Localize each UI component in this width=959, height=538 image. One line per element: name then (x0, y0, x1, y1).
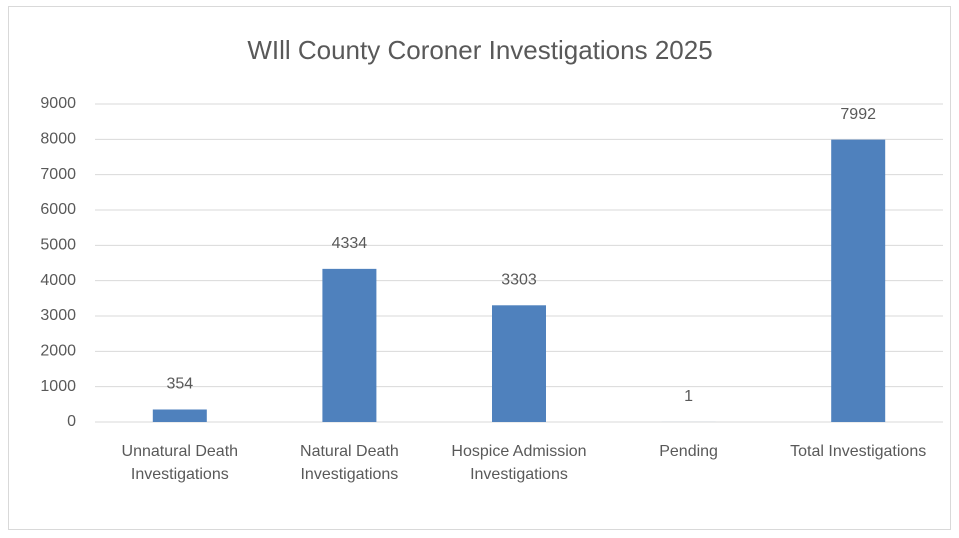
y-tick-label: 4000 (40, 272, 76, 289)
y-tick-label: 1000 (40, 378, 76, 395)
bar (831, 139, 886, 422)
y-tick-label: 0 (67, 413, 76, 430)
data-label: 7992 (840, 106, 876, 123)
data-label: 1 (684, 388, 693, 405)
x-tick-label: Unnatural Death Investigations (121, 443, 239, 483)
chart-border (8, 6, 951, 530)
y-tick-label: 6000 (40, 201, 76, 218)
x-tick-label: Hospice Admission Investigations (451, 443, 587, 483)
y-tick-label: 7000 (40, 166, 76, 183)
data-label: 354 (166, 376, 193, 393)
bar (152, 409, 207, 422)
x-tick-label: Total Investigations (790, 443, 927, 460)
x-tick-label: Natural Death Investigations (300, 443, 399, 483)
chart-title: WIll County Coroner Investigations 2025 (247, 35, 712, 65)
x-tick-label: Pending (659, 443, 718, 460)
y-tick-label: 2000 (40, 343, 76, 360)
bar (492, 305, 546, 422)
y-tick-label: 5000 (40, 237, 76, 254)
y-tick-label: 3000 (40, 307, 76, 324)
data-label: 4334 (332, 235, 368, 252)
data-label: 3303 (501, 272, 537, 289)
y-tick-label: 9000 (40, 95, 76, 112)
bar (322, 268, 377, 422)
y-tick-label: 8000 (40, 131, 76, 148)
